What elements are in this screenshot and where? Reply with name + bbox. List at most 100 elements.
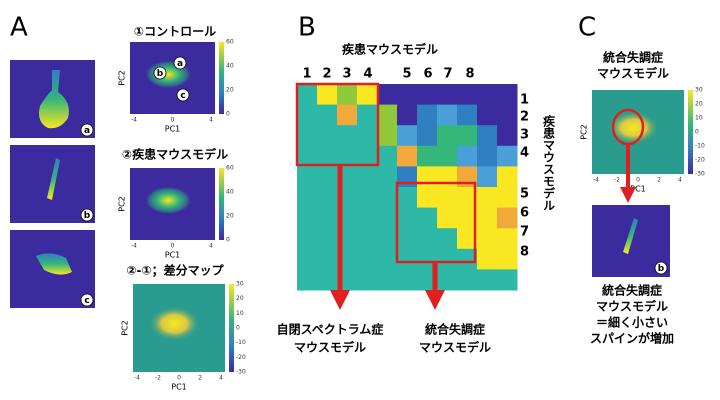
matrix-cell [477,228,498,250]
matrix-cell [437,187,458,209]
matrix-cell [357,187,378,209]
matrix-cell [477,207,498,229]
circle-label: a [177,59,183,69]
matrix-cell [337,125,358,147]
x-tick-label: 0 [177,375,181,382]
x-tick-label: -4 [131,117,137,124]
matrix-cell [417,125,438,147]
matrix-cell [437,145,458,167]
matrix-cell [357,84,378,106]
matrix-cell [497,269,518,291]
caption: 統合失調症 [602,283,662,298]
y-axis-label: PC2 [580,124,589,140]
colorbar-tick-label: -10 [236,339,246,346]
matrix-cell [297,145,318,167]
row-number: 7 [520,225,529,240]
x-tick-label: 0 [636,177,640,184]
x-axis-label: PC1 [171,383,187,392]
x-tick-label: -4 [593,177,599,184]
label-circle [80,293,94,307]
colorbar-tick-label: 20 [226,87,234,94]
matrix-cell [317,125,338,147]
row-number: 3 [520,128,529,143]
caption: ＝細く小さい [596,315,668,330]
matrix-cell [417,145,438,167]
matrix-cell [337,145,358,167]
y-axis-label: PC2 [118,70,127,86]
colorbar [219,42,224,114]
matrix-cell [457,187,478,209]
label-circle [173,56,187,70]
matrix-cell [337,84,358,106]
plot-title: ①コントロール [134,25,216,39]
matrix-cell [397,187,418,209]
panel-letter: B [298,13,316,43]
circle-label: b [84,211,91,221]
colorbar-tick-label: 10 [695,115,703,122]
matrix-cell [297,104,318,126]
matrix-cell [317,269,338,291]
caption: スパインが増加 [590,331,674,346]
matrix-cell [417,207,438,229]
matrix-cell [397,248,418,270]
label-circle [80,123,94,137]
circle-label: a [84,126,90,136]
row-number: 8 [520,245,529,260]
matrix-cell [497,228,518,250]
column-number: 8 [465,67,474,82]
matrix-cell [497,187,518,209]
colorbar-tick-label: 10 [236,310,244,317]
colorbar-tick-label: -10 [695,143,705,150]
column-number: 4 [363,67,372,82]
y-axis-label: PC2 [121,320,130,336]
colorbar-tick-label: 30 [695,87,703,94]
matrix-cell [377,187,398,209]
x-tick-label: 0 [171,243,175,250]
matrix-cell [457,84,478,106]
matrix-cell [397,125,418,147]
matrix-cell [417,228,438,250]
colorbar [688,90,693,174]
colorbar [219,168,224,240]
matrix-cell [297,248,318,270]
group-label: マウスモデル [419,340,491,355]
column-number: 1 [302,67,311,82]
colorbar-tick-label: 0 [695,129,699,136]
group-label: マウスモデル [294,340,366,355]
matrix-cell [357,269,378,291]
colorbar-tick-label: 20 [695,101,703,108]
matrix-cell [397,207,418,229]
matrix-cell [317,145,338,167]
matrix-cell [417,269,438,291]
matrix-cell [377,84,398,106]
row-number: 5 [520,187,529,202]
matrix-cell [497,125,518,147]
x-axis-label: PC1 [165,251,181,260]
density-blob [607,111,660,145]
colorbar-tick-label: 60 [226,39,234,46]
label-circle [80,208,94,222]
matrix-cell [417,187,438,209]
colorbar-tick-label: 20 [236,295,244,302]
matrix-cell [377,104,398,126]
matrix-cell [417,84,438,106]
panel-title: 統合失調症 [603,50,663,65]
colorbar-tick-label: -30 [695,171,705,178]
y-axis-label: PC2 [118,196,127,212]
matrix-cell [397,228,418,250]
matrix-cell [377,145,398,167]
panel-title: マウスモデル [597,66,669,81]
circle-label: c [180,91,185,101]
matrix-cell [317,84,338,106]
matrix-cell [437,269,458,291]
matrix-cell [317,228,338,250]
panel-letter: C [578,13,596,43]
caption: マウスモデル [596,299,668,314]
x-tick-label: 2 [198,375,202,382]
matrix-cell [477,104,498,126]
matrix-cell [397,84,418,106]
x-axis-label: PC1 [630,185,646,194]
matrix-cell [317,104,338,126]
x-tick-label: 2 [657,177,661,184]
x-tick-label: 4 [209,243,213,250]
